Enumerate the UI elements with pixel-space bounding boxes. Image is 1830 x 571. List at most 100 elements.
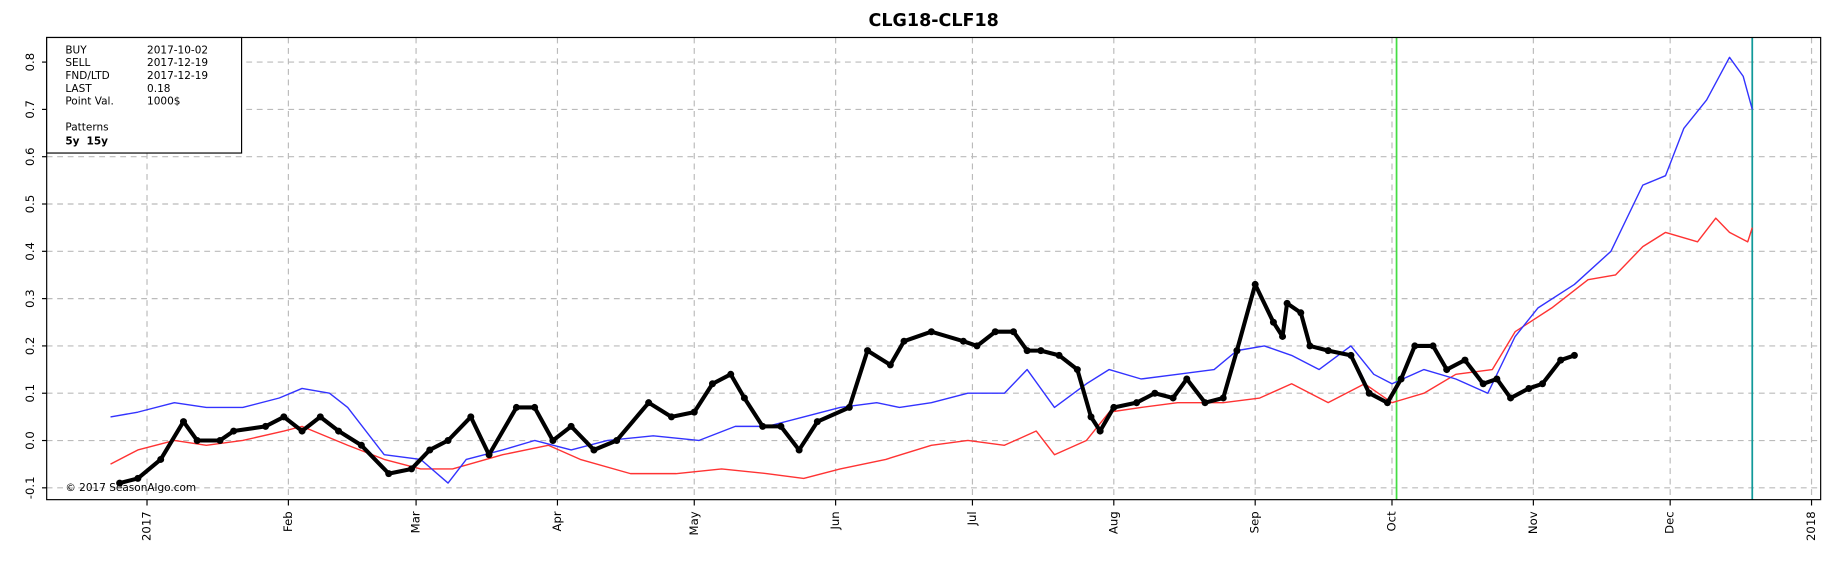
data-point [991,328,999,336]
data-point [134,474,142,482]
x-tick-label: 2017 [140,511,154,541]
chart-title: CLG18-CLF18 [869,11,999,31]
x-tick-label: Jun [828,511,842,530]
data-point [708,380,716,388]
data-point [1023,347,1031,355]
data-point [667,413,675,421]
data-point [1479,380,1487,388]
data-point [1297,309,1305,317]
data-point [1269,318,1277,326]
patterns-label: Patterns [65,121,108,133]
data-point [426,446,434,454]
y-tick-label: 0.4 [23,242,37,261]
data-point [927,328,935,336]
y-tick-label: 0.5 [23,195,37,214]
x-tick-label: Jul [965,511,979,526]
data-point [1324,347,1332,355]
x-tick-label: Dec [1663,511,1677,534]
series-line [110,217,1753,480]
data-point [740,394,748,402]
data-point [1110,403,1118,411]
data-point [357,441,365,449]
data-point [886,361,894,369]
watermark: © 2017 SeasonAlgo.com [65,482,196,494]
info-label: SELL [65,57,90,69]
data-point [1096,427,1104,435]
y-tick-label: -0.1 [23,476,37,499]
data-point [1219,394,1227,402]
data-point [1009,328,1017,336]
data-point [531,403,539,411]
x-tick-label: Mar [409,511,423,533]
x-tick-label: Feb [281,511,295,532]
data-point [900,337,908,345]
data-point [645,399,653,407]
data-point [567,422,575,430]
y-tick-label: 0.6 [23,147,37,166]
data-point [1201,399,1209,407]
x-tick-label: Apr [550,511,564,531]
data-point [1233,347,1241,355]
data-point [1538,380,1546,388]
data-point [1443,366,1451,374]
legend-entry: 5y [65,135,79,147]
data-point [1493,375,1501,383]
data-point [727,370,735,378]
data-point [1169,394,1177,402]
info-label: Point Val. [65,96,113,108]
x-tick-label: Oct [1384,511,1398,532]
info-value: 2017-12-19 [147,70,208,82]
info-value: 0.18 [147,83,170,95]
data-point [1397,375,1405,383]
info-box [46,36,243,154]
data-point [485,451,493,459]
data-point [1306,342,1314,350]
data-point [1557,356,1565,364]
y-tick-label: 0.2 [23,337,37,356]
data-point [1461,356,1469,364]
data-point [280,413,288,421]
data-point [335,427,343,435]
data-point [864,347,872,355]
data-point [116,479,124,487]
y-tick-label: 0.8 [23,53,37,72]
data-point [1507,394,1515,402]
info-value: 1000$ [147,96,180,108]
info-label: LAST [65,83,92,95]
y-tick-label: 0.0 [23,431,37,450]
data-point [179,418,187,426]
x-tick-label: Sep [1248,511,1262,533]
data-point [959,337,967,345]
data-point [690,408,698,416]
x-tick-label: Aug [1106,511,1120,534]
info-label: FND/LTD [65,70,109,82]
data-point [216,437,224,445]
data-point [590,446,598,454]
data-point [1055,351,1063,359]
data-point [759,422,767,430]
data-point [444,437,452,445]
data-point [1365,389,1373,397]
data-point [1525,384,1533,392]
x-tick-label: 2018 [1804,511,1818,541]
legend-entry: 15y [87,135,109,147]
info-label: BUY [65,44,87,56]
data-point [157,455,165,463]
x-tick-label: Nov [1526,511,1540,534]
info-value: 2017-10-02 [147,44,208,56]
data-point [1279,332,1287,340]
data-point [193,437,201,445]
info-value: 2017-12-19 [147,57,208,69]
data-point [1570,351,1578,359]
data-point [1073,366,1081,374]
plot-frame [46,36,1822,501]
data-point [1383,399,1391,407]
data-point [1037,347,1045,355]
data-point [1133,399,1141,407]
data-point [549,437,557,445]
data-point [795,446,803,454]
series-line [119,282,1576,486]
data-point [813,418,821,426]
data-point [1183,375,1191,383]
